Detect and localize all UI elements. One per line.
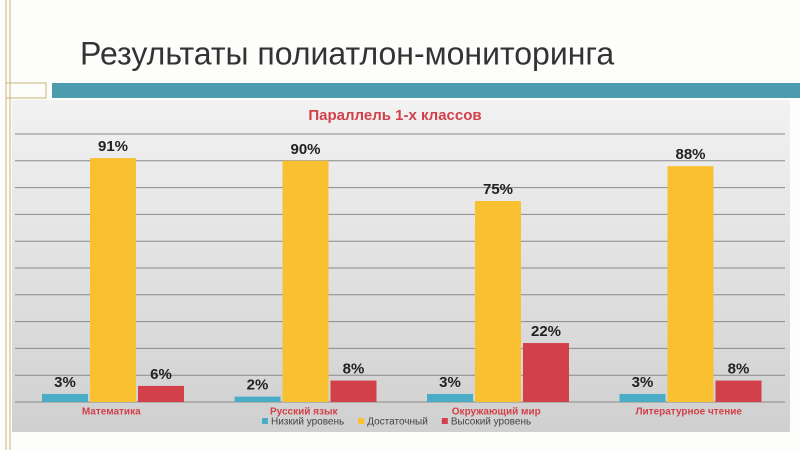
value-label: 90%: [290, 141, 320, 158]
value-label: 91%: [98, 138, 128, 155]
x-tick-label: Окружающий мир: [452, 407, 541, 418]
bar: [330, 380, 377, 402]
value-label: 2%: [247, 377, 269, 394]
bar: [138, 385, 184, 402]
value-label: 6%: [150, 366, 172, 383]
bar: [523, 343, 569, 402]
value-label: 3%: [632, 374, 654, 391]
bar: [475, 201, 521, 402]
bar: [234, 396, 281, 402]
chart-title: Параллель 1-х классов: [308, 107, 481, 124]
bar: [90, 158, 136, 402]
x-tick-label: Русский язык: [270, 407, 339, 418]
bar: [42, 393, 88, 402]
chart-area: [12, 100, 790, 432]
legend-swatch: [262, 418, 268, 424]
decor-box: [5, 82, 47, 99]
bar: [619, 393, 666, 402]
bar: [427, 393, 473, 402]
legend-swatch: [441, 418, 448, 424]
legend-label: Высокий уровень: [451, 417, 531, 428]
x-tick-label: Математика: [82, 407, 141, 418]
value-label: 22%: [531, 323, 561, 340]
legend-label: Низкий уровень: [271, 417, 344, 428]
x-tick-label: Литературное чтение: [636, 407, 743, 418]
bar: [282, 160, 329, 402]
slide-title: Результаты полиатлон-мониторинга: [80, 35, 614, 71]
bar: [667, 166, 714, 402]
decor-bar: [52, 83, 800, 98]
value-label: 3%: [54, 374, 76, 391]
legend-swatch: [358, 418, 365, 424]
value-label: 8%: [343, 361, 365, 378]
value-label: 3%: [439, 374, 461, 391]
bar: [715, 380, 762, 402]
legend-label: Достаточный: [367, 417, 428, 428]
value-label: 88%: [675, 146, 705, 163]
value-label: 8%: [728, 361, 750, 378]
value-label: 75%: [483, 181, 513, 198]
